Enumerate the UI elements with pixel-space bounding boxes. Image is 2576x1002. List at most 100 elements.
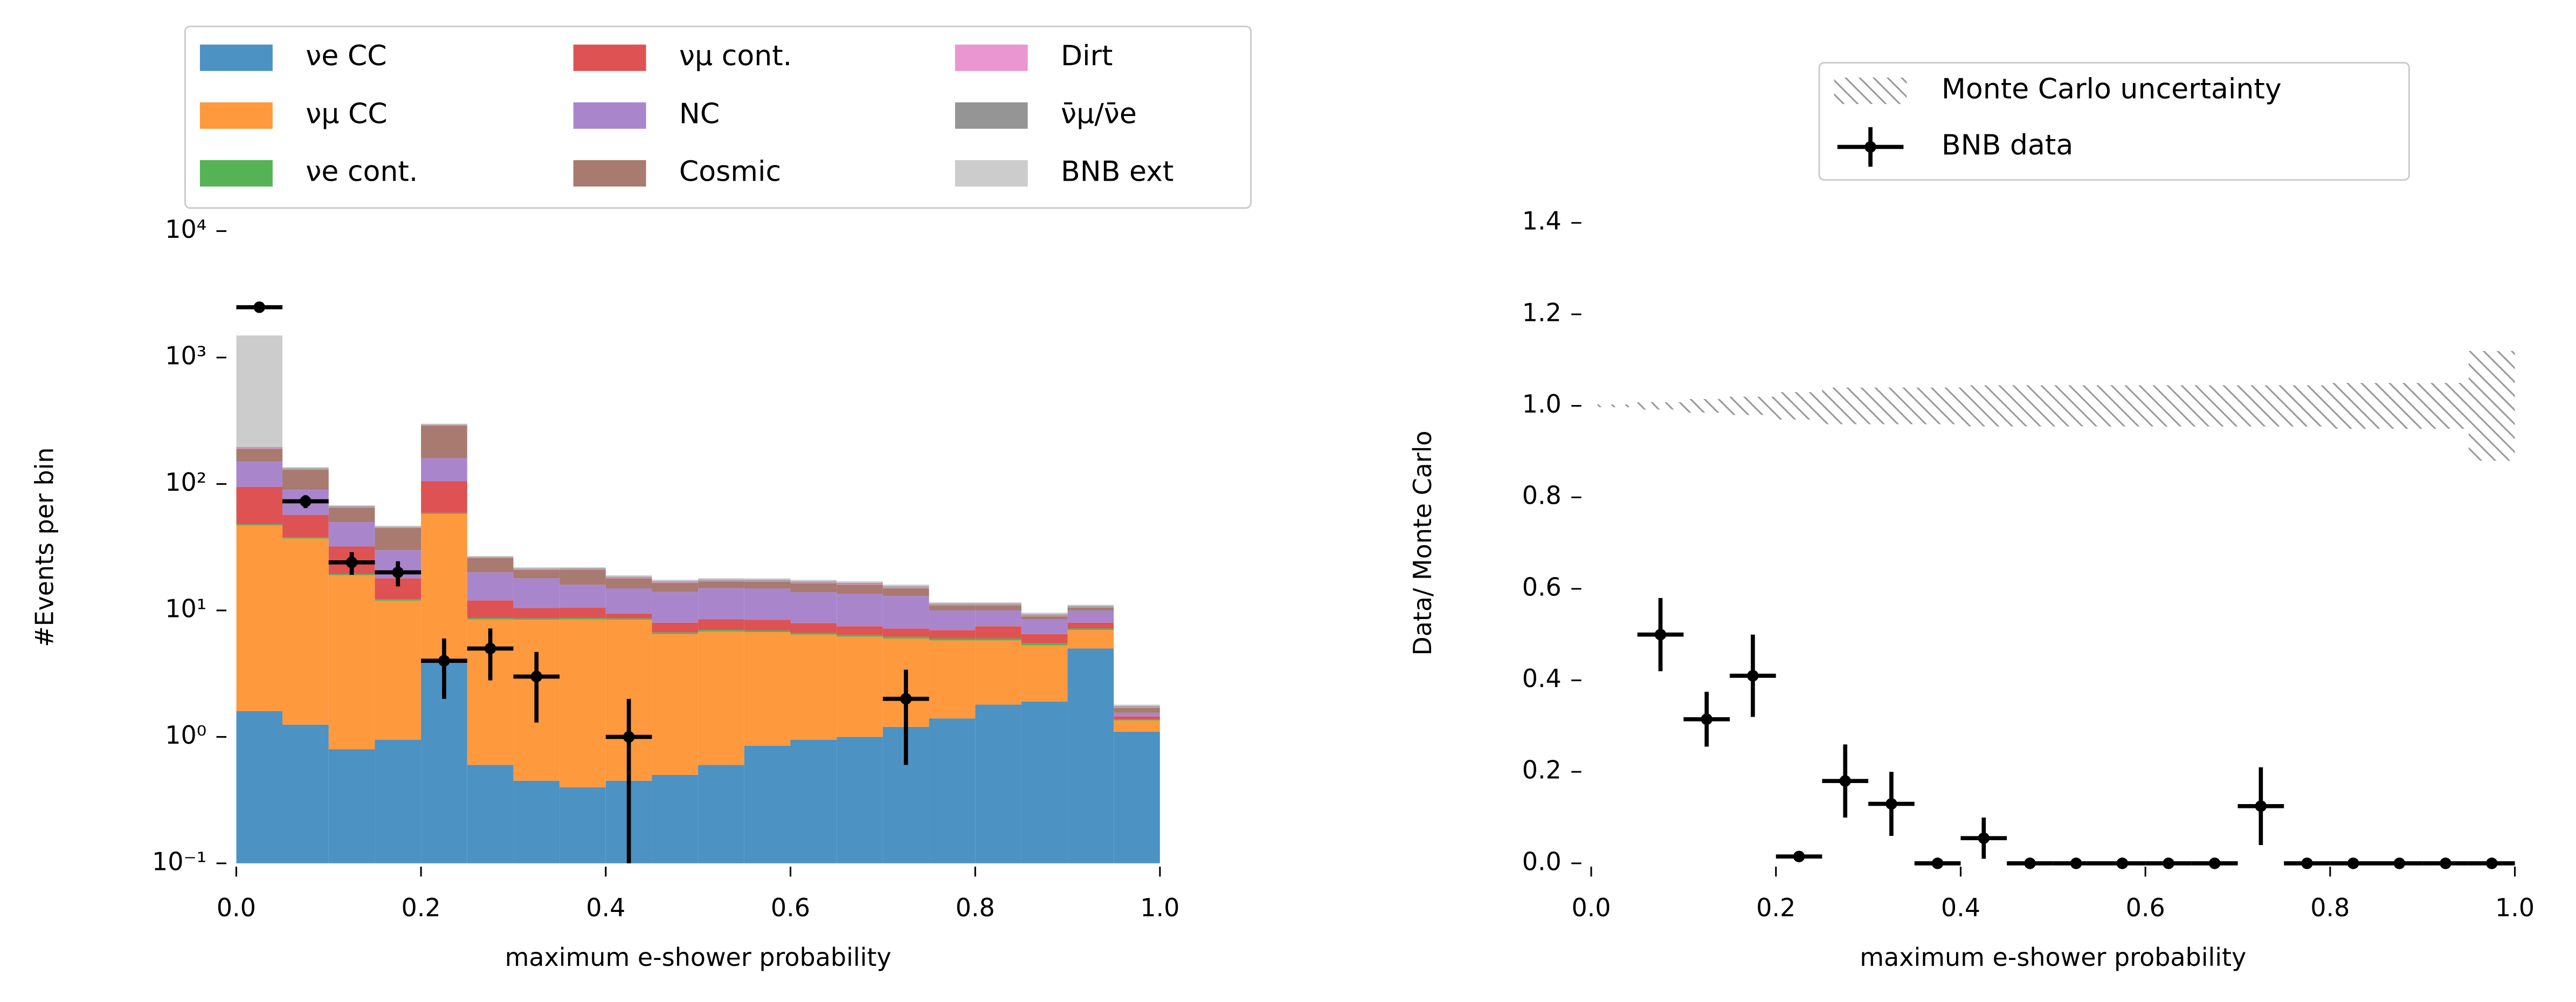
stack-segment [1067, 607, 1114, 610]
y-tick-label: 10⁻¹ [152, 847, 206, 876]
stack-segment [929, 718, 976, 863]
stack-segment [790, 633, 837, 635]
x-tick-label: 0.6 [2126, 893, 2165, 922]
stack-segment [605, 618, 652, 620]
stack-segment [560, 567, 606, 568]
y-tick-label: 10¹ [165, 594, 206, 623]
stack-segment [652, 581, 699, 582]
legend-swatch [955, 160, 1028, 187]
stack-segment [467, 765, 514, 863]
x-tick-label: 0.8 [2310, 893, 2350, 922]
data-point [623, 731, 635, 743]
legend-swatch [955, 44, 1028, 71]
y-tick-label: 0.6 [1522, 572, 1562, 601]
stack-segment [1114, 708, 1160, 713]
x-tick-label: 0.0 [1571, 893, 1611, 922]
stack-segment [1021, 619, 1068, 634]
data-point [2163, 857, 2174, 869]
stack-segment [882, 588, 929, 596]
stack-segment [929, 605, 976, 610]
x-tick-label: 1.0 [1140, 893, 1179, 922]
stack-segment [421, 423, 467, 425]
stack-segment [744, 630, 791, 632]
stack-segment [236, 524, 283, 526]
stack-segment [328, 506, 375, 507]
legend-swatch [199, 102, 273, 129]
legend-label: ν̄μ/ν̄e [1061, 98, 1137, 130]
y-tick-label: 10² [165, 468, 206, 497]
stack-segment [837, 585, 883, 594]
data-point [346, 557, 358, 568]
stack-segment [1067, 610, 1114, 623]
stack-segment [282, 538, 329, 725]
data-point [392, 566, 404, 579]
stack-segment [1067, 605, 1114, 607]
stack-segment [1067, 630, 1114, 649]
stack-segment [790, 739, 837, 863]
legend-label: Monte Carlo uncertainty [1942, 73, 2282, 105]
stack-segment [1114, 704, 1160, 706]
stack-segment [698, 632, 744, 765]
stack-segment [1021, 616, 1068, 620]
stack-segment [236, 448, 283, 449]
data-point [2116, 857, 2129, 869]
stack-segment [698, 619, 744, 630]
x-axis-label: maximum e-shower probability [1860, 943, 2246, 972]
stack-segment [882, 636, 929, 639]
stack-segment [375, 600, 422, 740]
stack-segment [282, 514, 329, 538]
y-tick-label: 10⁰ [165, 720, 206, 750]
stack-segment [375, 599, 422, 601]
y-tick-label: 1.2 [1522, 298, 1562, 327]
stack-segment [882, 586, 929, 588]
stack-segment [328, 575, 375, 750]
stack-segment [1067, 648, 1114, 863]
stack-segment [560, 585, 606, 608]
stack-segment [837, 635, 883, 637]
stack-segment [790, 592, 837, 623]
uncertainty-band [2007, 385, 2053, 427]
y-tick-label: 0.4 [1522, 664, 1562, 693]
stack-segment [375, 525, 422, 527]
stack-segment [790, 634, 837, 740]
stack-segment [328, 749, 375, 863]
stack-segment [1114, 731, 1160, 863]
stack-segment [513, 780, 560, 863]
uncertainty-band [2237, 385, 2284, 427]
data-point [300, 495, 312, 507]
x-tick-label: 0.2 [1756, 893, 1795, 922]
y-tick-label: 1.0 [1522, 389, 1562, 418]
legend-label: νe cont. [306, 155, 418, 188]
stack-segment [652, 592, 699, 623]
data-point [438, 655, 450, 667]
stack-segment [882, 596, 929, 629]
uncertainty-band [1637, 402, 1684, 410]
stack-segment [790, 623, 837, 633]
legend-label: BNB ext [1061, 155, 1173, 188]
legend-swatch [573, 44, 646, 71]
stack-segment [744, 745, 791, 863]
uncertainty-band [1868, 387, 1915, 424]
stack-segment [882, 628, 929, 637]
stack-segment [744, 620, 791, 630]
stack-segment [328, 505, 375, 507]
uncertainty-band [1822, 387, 1869, 424]
stack-segment [467, 557, 514, 558]
stack-segment [975, 704, 1021, 863]
stack-segment [1021, 643, 1068, 646]
stack-segment [328, 507, 375, 523]
stack-segment [513, 569, 560, 579]
stack-segment [467, 618, 514, 620]
legend-box [1818, 61, 2410, 181]
data-point [1931, 857, 1944, 869]
uncertainty-band [2099, 385, 2146, 427]
stack-segment [560, 607, 606, 619]
stack-segment [605, 613, 652, 619]
uncertainty-band [2422, 383, 2469, 429]
x-axis-label: maximum e-shower probability [505, 943, 892, 972]
stack-segment [467, 572, 514, 601]
stack-segment [467, 600, 514, 619]
stack-segment [1021, 702, 1068, 863]
legend-swatch [573, 102, 646, 129]
